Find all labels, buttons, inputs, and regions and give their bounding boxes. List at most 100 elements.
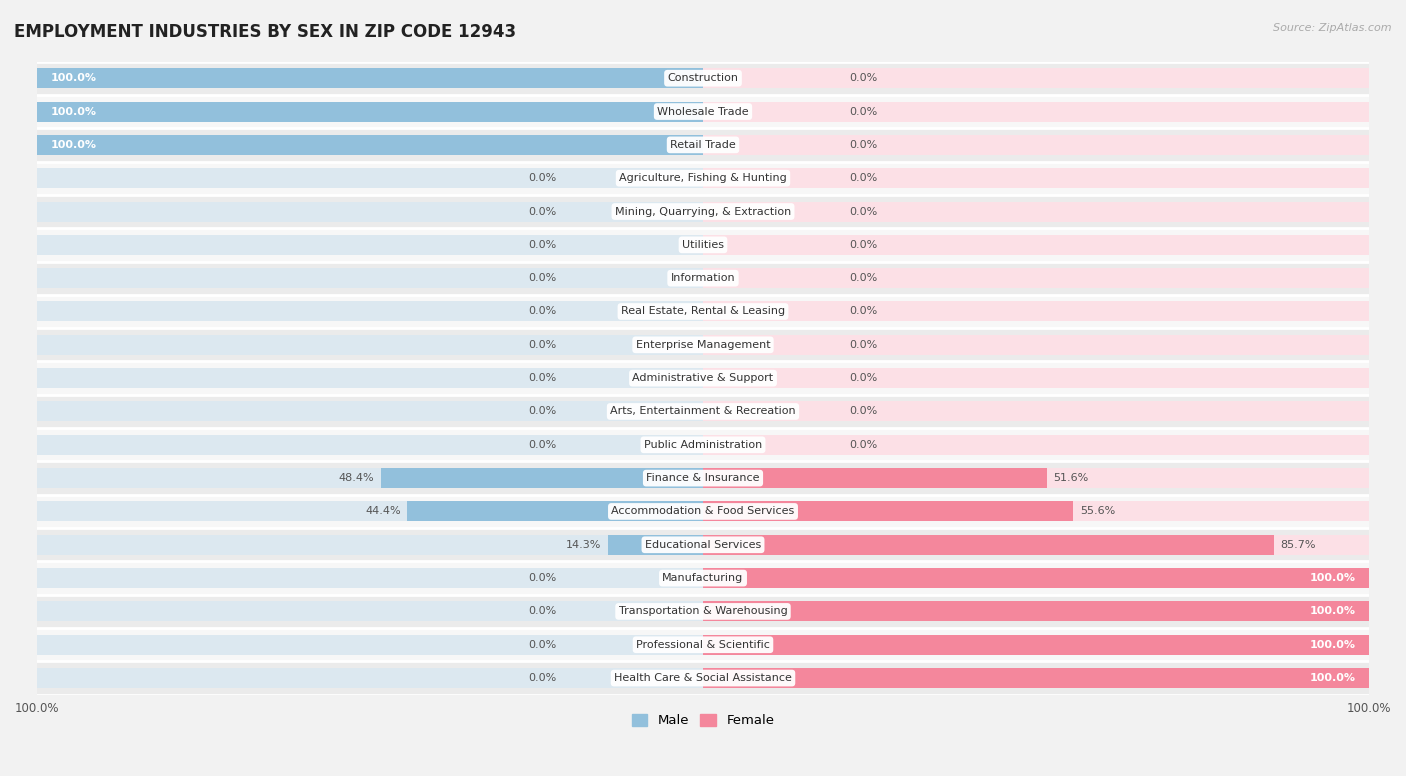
Bar [703,334,1369,355]
Bar [37,368,703,388]
Bar [37,268,703,288]
Bar [37,61,1369,95]
Text: Enterprise Management: Enterprise Management [636,340,770,350]
Bar [37,302,703,321]
Bar [37,161,1369,195]
Bar [37,568,703,588]
Text: 0.0%: 0.0% [529,307,557,317]
Bar [703,235,1369,255]
Text: 0.0%: 0.0% [529,573,557,583]
Bar [37,135,703,155]
Bar [37,635,703,655]
Text: Real Estate, Rental & Leasing: Real Estate, Rental & Leasing [621,307,785,317]
Bar [703,268,1369,288]
Text: 0.0%: 0.0% [849,173,877,183]
Text: 0.0%: 0.0% [529,673,557,683]
Bar [408,501,703,521]
Bar [37,628,1369,661]
Text: 55.6%: 55.6% [1080,507,1115,517]
Text: 48.4%: 48.4% [339,473,374,483]
Text: 85.7%: 85.7% [1281,540,1316,549]
Text: Health Care & Social Assistance: Health Care & Social Assistance [614,673,792,683]
Text: 0.0%: 0.0% [849,307,877,317]
Bar [703,168,1369,189]
Bar [703,568,1369,588]
Text: Educational Services: Educational Services [645,540,761,549]
Bar [381,468,703,488]
Bar [37,462,1369,495]
Text: 0.0%: 0.0% [849,273,877,283]
Text: 100.0%: 100.0% [1309,573,1355,583]
Bar [37,195,1369,228]
Bar [37,328,1369,362]
Bar [37,362,1369,395]
Bar [37,68,703,88]
Bar [37,668,703,688]
Bar [703,668,1369,688]
Text: 0.0%: 0.0% [529,639,557,650]
Text: Agriculture, Fishing & Hunting: Agriculture, Fishing & Hunting [619,173,787,183]
Text: 0.0%: 0.0% [849,407,877,417]
Text: 0.0%: 0.0% [849,373,877,383]
Text: Public Administration: Public Administration [644,440,762,450]
Text: Source: ZipAtlas.com: Source: ZipAtlas.com [1274,23,1392,33]
Legend: Male, Female: Male, Female [626,708,780,733]
Bar [703,535,1274,555]
Bar [37,401,703,421]
Bar [703,668,1369,688]
Bar [703,435,1369,455]
Text: Administrative & Support: Administrative & Support [633,373,773,383]
Bar [703,535,1369,555]
Text: Arts, Entertainment & Recreation: Arts, Entertainment & Recreation [610,407,796,417]
Text: 0.0%: 0.0% [529,340,557,350]
Text: 0.0%: 0.0% [529,407,557,417]
Text: Information: Information [671,273,735,283]
Text: Finance & Insurance: Finance & Insurance [647,473,759,483]
Bar [37,102,703,122]
Text: 0.0%: 0.0% [849,140,877,150]
Text: 100.0%: 100.0% [51,73,97,83]
Text: 100.0%: 100.0% [1309,606,1355,616]
Text: 0.0%: 0.0% [849,340,877,350]
Text: 0.0%: 0.0% [849,440,877,450]
Text: 0.0%: 0.0% [529,273,557,283]
Bar [37,435,703,455]
Text: 100.0%: 100.0% [1309,673,1355,683]
Bar [37,594,1369,628]
Text: 0.0%: 0.0% [849,73,877,83]
Text: 51.6%: 51.6% [1053,473,1088,483]
Text: 0.0%: 0.0% [529,206,557,217]
Text: Accommodation & Food Services: Accommodation & Food Services [612,507,794,517]
Bar [37,95,1369,128]
Text: 100.0%: 100.0% [51,140,97,150]
Text: 14.3%: 14.3% [565,540,602,549]
Bar [37,235,703,255]
Bar [703,468,1369,488]
Text: 100.0%: 100.0% [1309,639,1355,650]
Bar [703,635,1369,655]
Text: 100.0%: 100.0% [51,106,97,116]
Bar [37,661,1369,695]
Bar [703,635,1369,655]
Bar [703,135,1369,155]
Bar [703,368,1369,388]
Bar [703,568,1369,588]
Text: Professional & Scientific: Professional & Scientific [636,639,770,650]
Bar [703,102,1369,122]
Bar [37,561,1369,594]
Bar [703,202,1369,221]
Bar [37,228,1369,262]
Bar [37,102,703,122]
Bar [703,401,1369,421]
Text: 0.0%: 0.0% [849,206,877,217]
Text: Wholesale Trade: Wholesale Trade [657,106,749,116]
Text: 0.0%: 0.0% [529,173,557,183]
Bar [37,395,1369,428]
Bar [37,601,703,622]
Text: 44.4%: 44.4% [366,507,401,517]
Bar [37,128,1369,161]
Bar [37,202,703,221]
Text: Manufacturing: Manufacturing [662,573,744,583]
Bar [703,601,1369,622]
Text: 0.0%: 0.0% [849,240,877,250]
